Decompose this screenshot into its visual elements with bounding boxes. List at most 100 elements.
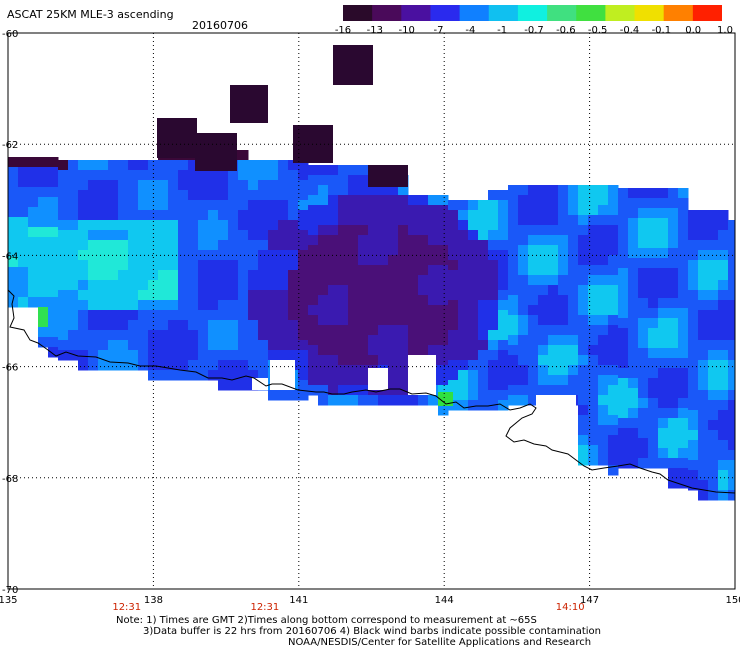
- swath-cell: [318, 235, 329, 246]
- swath-cell: [728, 400, 735, 411]
- swath-cell: [428, 255, 439, 266]
- colorbar-label: 0.0: [685, 25, 702, 36]
- swath-cell: [368, 295, 379, 306]
- swath-cell: [88, 250, 99, 261]
- swath-cell: [88, 170, 99, 181]
- swath-cell: [618, 358, 629, 369]
- swath-cell: [588, 395, 599, 406]
- swath-cell: [468, 260, 479, 271]
- swath-cell: [618, 258, 629, 269]
- swath-cell: [508, 315, 519, 326]
- swath-cell: [628, 378, 639, 389]
- swath-cell: [658, 288, 669, 299]
- swath-cell: [718, 480, 729, 491]
- swath-cell: [118, 270, 129, 281]
- swath-cell: [438, 385, 449, 396]
- swath-cell: [678, 258, 689, 269]
- swath-cell: [88, 340, 99, 351]
- swath-cell: [58, 250, 69, 261]
- swath-cell: [298, 330, 309, 341]
- swath-cell: [338, 275, 349, 286]
- swath-cell: [728, 470, 735, 481]
- swath-cell: [498, 340, 509, 351]
- y-tick-label: -62: [2, 140, 18, 151]
- swath-cell: [318, 255, 329, 266]
- swath-cell: [718, 450, 729, 461]
- swath-cell: [658, 448, 669, 459]
- y-tick-label: -66: [2, 363, 18, 374]
- swath-cell: [348, 335, 359, 346]
- swath-cell: [638, 438, 649, 449]
- swath-cell: [618, 278, 629, 289]
- swath-cell: [128, 190, 139, 201]
- swath-cell: [668, 448, 679, 459]
- swath-cell: [138, 250, 149, 261]
- swath-cell: [678, 468, 689, 479]
- swath-cell: [648, 258, 659, 269]
- swath-cell: [438, 235, 449, 246]
- swath-cell: [578, 265, 589, 276]
- land-gap: [270, 360, 295, 390]
- swath-cell: [588, 445, 599, 456]
- swath-cell: [68, 170, 79, 181]
- swath-cell: [728, 340, 735, 351]
- swath-cell: [38, 237, 49, 248]
- swath-cell: [578, 245, 589, 256]
- swath-cell: [568, 225, 579, 236]
- swath-cell: [338, 355, 349, 366]
- swath-cell: [128, 230, 139, 241]
- swath-cell: [668, 428, 679, 439]
- swath-cell: [648, 438, 659, 449]
- swath-cell: [658, 198, 669, 209]
- swath-cell: [598, 285, 609, 296]
- swath-cell: [658, 338, 669, 349]
- swath-cell: [628, 428, 639, 439]
- swath-cell: [648, 248, 659, 259]
- swath-cell: [318, 365, 329, 376]
- swath-cell: [258, 170, 269, 181]
- swath-cell: [588, 235, 599, 246]
- swath-cell: [128, 300, 139, 311]
- swath-cell: [528, 325, 539, 336]
- swath-cell: [168, 350, 179, 361]
- swath-cell: [8, 277, 19, 288]
- swath-cell: [478, 400, 489, 411]
- swath-cell: [608, 325, 619, 336]
- swath-cell: [188, 330, 199, 341]
- swath-cell: [668, 398, 679, 409]
- swath-cell: [268, 270, 279, 281]
- swath-cell: [238, 150, 249, 161]
- swath-cell: [118, 340, 129, 351]
- swath-cell: [498, 240, 509, 251]
- swath-cell: [408, 265, 419, 276]
- swath-cell: [638, 328, 649, 339]
- swath-cell: [558, 265, 569, 276]
- swath-cell: [698, 450, 709, 461]
- swath-cell: [658, 358, 669, 369]
- swath-cell: [728, 450, 735, 461]
- swath-cell: [418, 315, 429, 326]
- swath-cell: [318, 325, 329, 336]
- swath-cell: [298, 280, 309, 291]
- swath-cell: [688, 300, 699, 311]
- swath-cell: [708, 470, 719, 481]
- swath-cell: [68, 160, 79, 171]
- swath-cell: [618, 338, 629, 349]
- swath-cell: [498, 400, 509, 411]
- swath-cell: [268, 230, 279, 241]
- swath-cell: [258, 210, 269, 221]
- swath-cell: [698, 480, 709, 491]
- swath-cell: [138, 220, 149, 231]
- swath-cell: [128, 160, 139, 171]
- swath-cell: [618, 298, 629, 309]
- swath-cell: [518, 335, 529, 346]
- swath-cell: [478, 210, 489, 221]
- swath-cell: [388, 385, 399, 396]
- swath-cell: [238, 260, 249, 271]
- swath-cell: [228, 370, 239, 381]
- swath-cell: [528, 255, 539, 266]
- swath-cell: [728, 300, 735, 311]
- swath-cell: [618, 388, 629, 399]
- swath-cell: [538, 325, 549, 336]
- swath-cell: [198, 260, 209, 271]
